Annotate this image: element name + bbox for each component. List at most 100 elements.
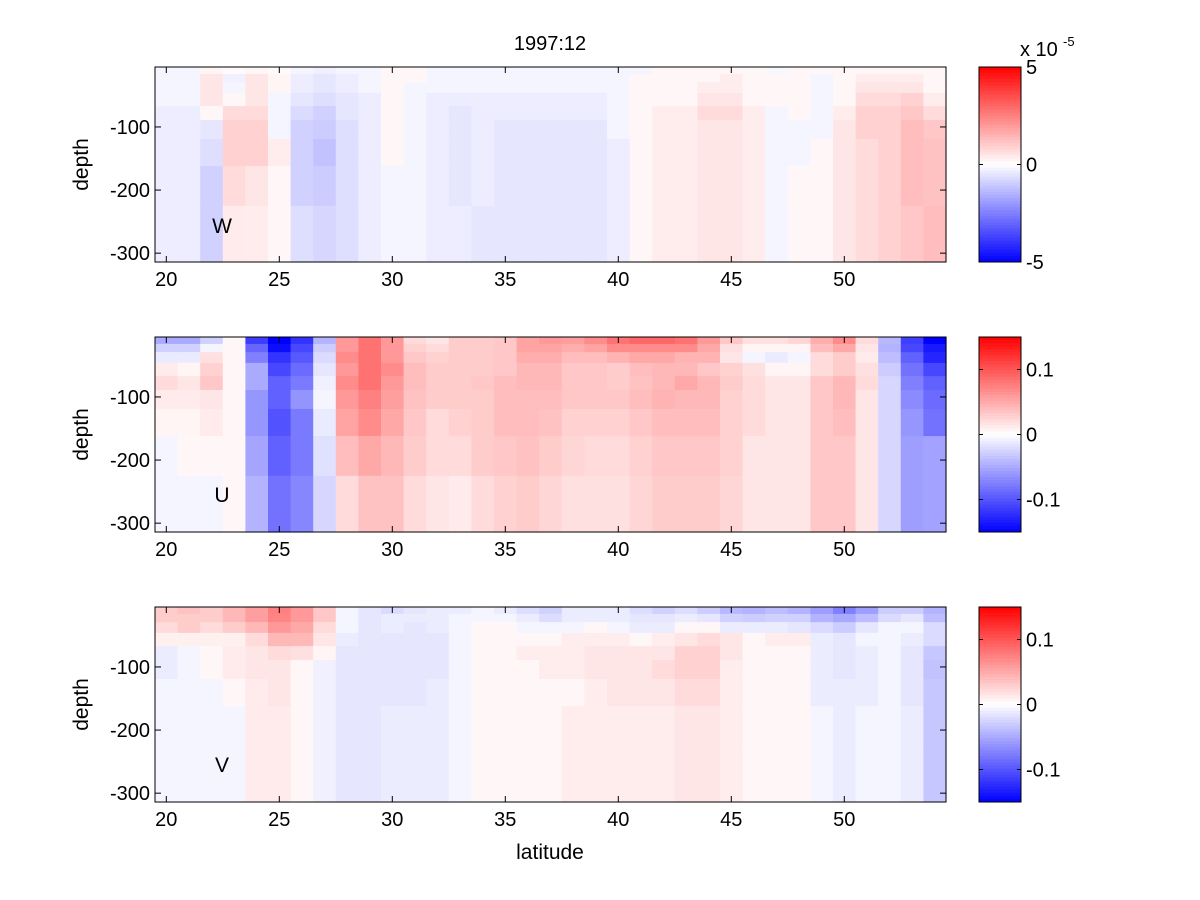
colorbar-band [979, 631, 1021, 635]
colorbar-band [979, 246, 1021, 251]
heatmap-cell [177, 92, 201, 107]
heatmap-cell [923, 646, 947, 661]
heatmap-cell [561, 408, 585, 437]
colorbar-band [979, 616, 1021, 620]
heatmap-cell [833, 745, 857, 803]
heatmap-cell [290, 475, 314, 533]
heatmap-cell [381, 205, 405, 263]
colorbar: 0.1 0 -0.1 [978, 336, 1060, 533]
heatmap-cell [584, 706, 608, 747]
x-tick-label: 50 [833, 539, 855, 561]
heatmap-cell [742, 337, 766, 345]
heatmap-cell [471, 607, 495, 615]
colorbar-tick-label: 0.1 [1026, 630, 1054, 652]
heatmap-cell [561, 138, 585, 167]
heatmap-cell [652, 632, 676, 647]
heatmap-cell [335, 138, 359, 167]
heatmap-cell [697, 660, 721, 680]
heatmap-cell [810, 337, 834, 345]
heatmap-cell [335, 646, 359, 661]
heatmap-cell [155, 745, 179, 803]
heatmap-cell [516, 67, 540, 75]
heatmap-cell [313, 678, 337, 707]
heatmap-cell [765, 67, 789, 75]
heatmap-cell [335, 660, 359, 680]
heatmap-cell [222, 475, 246, 533]
colorbar-band [979, 643, 1021, 648]
heatmap-cell [900, 106, 924, 121]
colorbar-band [979, 613, 1021, 617]
colorbar-band [979, 124, 1021, 129]
heatmap-cell [607, 646, 631, 661]
colorbar-band [979, 798, 1021, 803]
heatmap-cell [539, 622, 563, 634]
heatmap-cell [268, 92, 292, 107]
heatmap-cell [878, 613, 902, 623]
heatmap-cell [855, 436, 879, 477]
heatmap-cell [607, 745, 631, 803]
heatmap-cell [471, 106, 495, 121]
heatmap-cell [222, 120, 246, 140]
heatmap-cell [313, 205, 337, 263]
colorbar-band [979, 127, 1021, 132]
heatmap-cell [426, 622, 450, 634]
heatmap-cell [539, 632, 563, 647]
colorbar-band [979, 428, 1021, 432]
colorbar-band [979, 707, 1021, 712]
heatmap-cell [720, 352, 744, 364]
colorbar-band [979, 210, 1021, 214]
heatmap-cell [448, 436, 472, 477]
heatmap-cell [833, 343, 857, 353]
heatmap-cell [923, 343, 947, 353]
heatmap-cell [810, 376, 834, 391]
heatmap-cell [787, 632, 811, 647]
heatmap-cell [607, 632, 631, 647]
heatmap-cell [697, 436, 721, 477]
heatmap-cell [833, 92, 857, 107]
heatmap-cell [629, 660, 653, 680]
heatmap-cell [313, 706, 337, 747]
heatmap-cell [607, 622, 631, 634]
heatmap-cell [268, 106, 292, 121]
heatmap-cell [810, 352, 834, 364]
heatmap-cell [787, 706, 811, 747]
heatmap-cell [674, 436, 698, 477]
heatmap-cell [720, 376, 744, 391]
heatmap-cell [448, 678, 472, 707]
heatmap-cell [674, 678, 698, 707]
heatmap-cell [720, 138, 744, 167]
heatmap-cell [335, 120, 359, 140]
heatmap-cell [765, 646, 789, 661]
colorbar-band [979, 73, 1021, 77]
colorbar-band [979, 173, 1021, 178]
heatmap-cell [381, 613, 405, 623]
heatmap-cell [448, 613, 472, 623]
heatmap-cell [403, 390, 427, 410]
colorbar-band [979, 358, 1021, 362]
heatmap-cell [335, 166, 359, 207]
heatmap-cell [900, 408, 924, 437]
heatmap-cell [426, 73, 450, 83]
colorbar-band [979, 738, 1021, 742]
heatmap-cell [381, 166, 405, 207]
colorbar-band [979, 431, 1021, 435]
heatmap-cell [335, 343, 359, 353]
heatmap-cell [607, 73, 631, 83]
heatmap-cell [561, 166, 585, 207]
y-axis-label: depth [70, 678, 93, 731]
heatmap-cell [155, 646, 179, 661]
heatmap-cell [177, 745, 201, 803]
heatmap-cell [607, 475, 631, 533]
heatmap-cell [313, 166, 337, 207]
heatmap-cell [403, 408, 427, 437]
y-tick-label: -100 [110, 117, 150, 139]
heatmap-cell [403, 376, 427, 391]
heatmap-cell [697, 343, 721, 353]
heatmap-cell [471, 436, 495, 477]
heatmap-cell [448, 660, 472, 680]
colorbar-band [979, 762, 1021, 766]
heatmap-cell [787, 166, 811, 207]
heatmap-cell [471, 67, 495, 75]
y-tick-label: -100 [110, 657, 150, 679]
heatmap-cell [900, 607, 924, 615]
